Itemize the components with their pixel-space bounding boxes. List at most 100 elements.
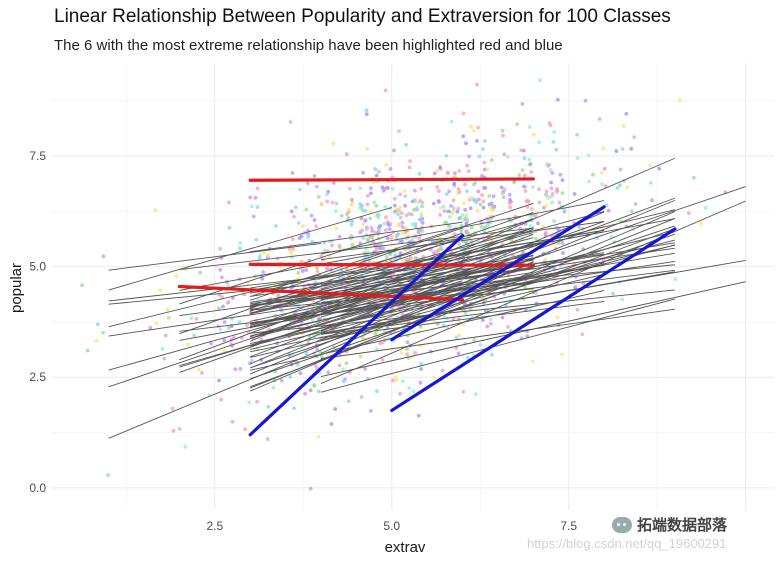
data-point (186, 342, 191, 347)
data-point (476, 125, 480, 130)
data-point (232, 335, 236, 340)
data-point (703, 206, 708, 210)
data-point (288, 375, 293, 379)
data-point (477, 197, 481, 202)
data-point (462, 201, 466, 206)
data-point (456, 351, 461, 356)
data-point (473, 392, 478, 396)
data-point (507, 192, 512, 197)
data-point (449, 204, 453, 208)
data-point (601, 146, 606, 151)
data-point (599, 170, 604, 175)
data-point (398, 215, 403, 220)
data-point (481, 205, 486, 210)
data-point (350, 197, 354, 202)
data-point (390, 234, 395, 239)
data-point (220, 295, 224, 299)
data-point (350, 243, 355, 248)
data-point (304, 207, 309, 212)
data-point (557, 200, 562, 205)
data-point (344, 361, 349, 366)
data-point (463, 208, 468, 212)
data-point (373, 331, 378, 336)
data-point (220, 275, 224, 280)
y-tick-label: 5.0 (29, 260, 46, 274)
data-point (442, 314, 447, 319)
data-point (538, 78, 542, 83)
data-point (442, 209, 447, 213)
data-point (444, 192, 449, 197)
data-point (520, 168, 525, 173)
data-point (454, 346, 459, 350)
data-point (384, 163, 388, 167)
data-point (407, 165, 412, 170)
data-point (537, 200, 542, 205)
data-point (365, 193, 370, 198)
data-point (101, 330, 105, 335)
data-point (611, 291, 615, 296)
data-point (551, 140, 556, 144)
data-point (250, 358, 254, 363)
class-line (250, 221, 463, 253)
data-point (475, 82, 479, 87)
data-point (412, 207, 416, 212)
class-line (250, 254, 534, 369)
data-point (509, 238, 514, 243)
data-point (520, 102, 525, 106)
data-point (615, 186, 620, 190)
data-point (575, 307, 580, 312)
data-point (527, 125, 532, 129)
chart-title: Linear Relationship Between Popularity a… (54, 6, 671, 27)
data-point (466, 231, 470, 236)
data-point (419, 367, 423, 371)
data-point (544, 193, 549, 198)
data-point (365, 237, 370, 242)
data-point (457, 169, 462, 173)
data-point (85, 348, 90, 353)
data-point (174, 274, 179, 278)
data-point (411, 389, 416, 394)
wechat-icon (612, 516, 632, 533)
data-point (457, 242, 461, 246)
class-line (250, 157, 676, 342)
data-point (482, 160, 487, 165)
data-point (238, 246, 242, 251)
data-point (166, 316, 171, 321)
data-point (261, 270, 266, 274)
data-point (309, 213, 314, 218)
data-point (467, 154, 471, 159)
data-point (632, 135, 637, 140)
data-point (625, 185, 630, 190)
data-point (265, 437, 270, 441)
data-point (560, 241, 565, 246)
data-point (325, 192, 329, 197)
data-point (248, 195, 253, 200)
data-point (358, 186, 363, 191)
data-point (290, 171, 295, 175)
data-point (183, 444, 188, 449)
x-tick-label: 2.5 (206, 519, 223, 533)
data-point (306, 181, 310, 186)
data-point (314, 265, 319, 270)
data-point (478, 202, 483, 207)
x-tick-label: 7.5 (560, 519, 577, 533)
data-point (454, 335, 459, 340)
data-point (431, 201, 436, 206)
data-point (361, 235, 366, 240)
data-point (476, 189, 481, 194)
class-line (108, 274, 322, 328)
data-point (296, 270, 301, 275)
data-point (341, 379, 346, 384)
data-point (533, 214, 538, 219)
data-point (350, 219, 354, 224)
data-point (227, 225, 232, 230)
data-point (453, 171, 457, 176)
data-point (686, 211, 691, 216)
data-point (412, 188, 417, 193)
data-point (245, 323, 249, 327)
data-point (517, 173, 522, 178)
data-point (435, 185, 439, 189)
data-point (413, 224, 418, 229)
data-point (251, 214, 256, 219)
